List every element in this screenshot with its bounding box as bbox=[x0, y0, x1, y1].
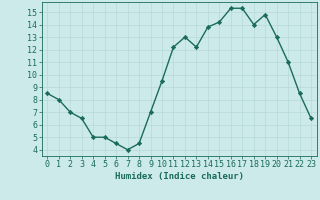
X-axis label: Humidex (Indice chaleur): Humidex (Indice chaleur) bbox=[115, 172, 244, 181]
